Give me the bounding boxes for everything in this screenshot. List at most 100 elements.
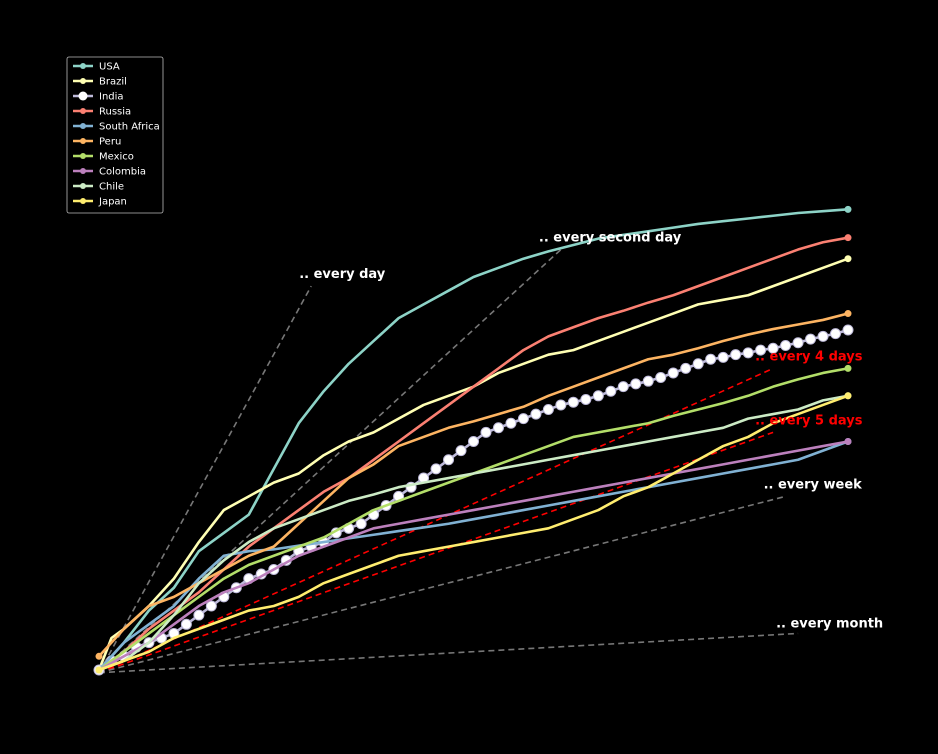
data-point-india <box>755 344 767 356</box>
legend-label: Peru <box>99 137 121 148</box>
reference-label-every-4-days: .. every 4 days <box>755 349 863 364</box>
legend-item-russia: Russia <box>73 107 131 118</box>
legend-item-peru: Peru <box>73 137 121 148</box>
legend-marker <box>80 123 86 129</box>
legend-item-usa: USA <box>73 62 120 73</box>
legend-label: South Africa <box>99 122 160 133</box>
data-point-india <box>555 399 567 411</box>
legend-item-colombia: Colombia <box>73 167 146 178</box>
legend-marker <box>80 198 86 204</box>
data-point-india <box>505 417 517 429</box>
series-peru <box>95 310 852 660</box>
data-point-usa <box>844 205 852 213</box>
data-point-india <box>730 349 742 361</box>
reference-label-every-month: .. every month <box>776 616 883 631</box>
data-point-india <box>492 422 504 434</box>
data-point-india <box>580 393 592 405</box>
data-point-india <box>780 340 792 352</box>
reference-line-every-week <box>98 495 786 674</box>
data-point-mexico <box>844 364 852 372</box>
data-point-india <box>742 347 754 359</box>
data-point-india <box>542 404 554 416</box>
series-line-peru <box>98 312 849 658</box>
data-point-india <box>480 426 492 438</box>
data-point-peru <box>844 310 852 318</box>
data-point-india <box>193 609 205 621</box>
reference-label-every-week: .. every week <box>764 477 863 492</box>
legend-label: Russia <box>99 107 131 118</box>
legend-item-brazil: Brazil <box>73 77 127 88</box>
data-point-india <box>655 372 667 384</box>
legend-item-chile: Chile <box>73 182 124 193</box>
data-point-brazil <box>844 255 852 263</box>
data-point-india <box>567 396 579 408</box>
data-point-india <box>667 367 679 379</box>
legend-marker <box>80 183 86 189</box>
data-point-india <box>805 333 817 345</box>
reference-labels: .. every day .. every second day .. every … <box>299 231 883 632</box>
data-point-peru <box>95 652 103 660</box>
reference-line-every-month <box>98 632 799 674</box>
reference-label-every-5-days: .. every 5 days <box>755 413 863 428</box>
data-point-india <box>630 378 642 390</box>
series-line-chile <box>98 394 849 672</box>
data-point-india <box>830 328 842 340</box>
legend-marker <box>78 91 88 101</box>
series-line-south-africa <box>98 440 849 671</box>
data-point-india <box>355 518 367 530</box>
legend: USA Brazil India Russia South Africa Peru Mexi… <box>66 56 164 214</box>
data-point-india <box>842 324 854 336</box>
data-point-india <box>792 337 804 349</box>
legend-label: Japan <box>98 197 127 208</box>
reference-line-every-4-days <box>98 367 774 674</box>
series-lines <box>93 205 854 676</box>
reference-label-every-second-day: .. every second day <box>539 231 682 246</box>
legend-label: Brazil <box>99 77 127 88</box>
data-point-india <box>468 436 479 447</box>
series-japan <box>95 392 852 674</box>
data-point-india <box>517 413 529 425</box>
legend-label: Mexico <box>99 152 134 163</box>
series-line-colombia <box>98 440 849 672</box>
data-point-india <box>530 408 542 420</box>
legend-item-mexico: Mexico <box>73 152 134 163</box>
data-point-india <box>767 342 779 354</box>
legend-label: Colombia <box>99 167 146 178</box>
data-point-india <box>455 445 467 457</box>
data-point-india <box>430 463 442 475</box>
legend-item-south-africa: South Africa <box>73 122 160 133</box>
data-point-india <box>205 600 217 612</box>
legend-item-japan: Japan <box>73 197 127 208</box>
reference-line-every-day <box>98 285 312 674</box>
data-point-india <box>705 353 717 365</box>
legend-marker <box>80 108 86 114</box>
legend-marker <box>80 63 86 69</box>
data-point-india <box>642 375 654 387</box>
reference-label-every-day: .. every day <box>299 267 386 282</box>
data-point-india <box>180 618 192 630</box>
data-point-india <box>592 390 604 402</box>
data-point-india <box>443 454 455 466</box>
legend-label: India <box>99 92 124 103</box>
data-point-japan <box>95 666 103 674</box>
legend-item-india: India <box>73 91 124 103</box>
data-point-colombia <box>844 438 852 445</box>
series-line-usa <box>98 208 849 671</box>
data-point-india <box>692 358 704 370</box>
data-point-india <box>717 351 729 363</box>
legend-marker <box>80 138 86 144</box>
data-point-india <box>605 385 617 397</box>
data-point-japan <box>844 392 852 400</box>
series-line-brazil <box>97 257 849 671</box>
data-point-russia <box>844 234 852 242</box>
legend-marker <box>80 78 86 84</box>
legend-marker <box>80 168 86 174</box>
legend-label: Chile <box>99 182 124 193</box>
series-line-japan <box>98 394 849 672</box>
data-point-india <box>680 362 692 374</box>
legend-label: USA <box>99 62 120 73</box>
data-point-india <box>817 330 829 342</box>
data-point-india <box>617 381 629 393</box>
